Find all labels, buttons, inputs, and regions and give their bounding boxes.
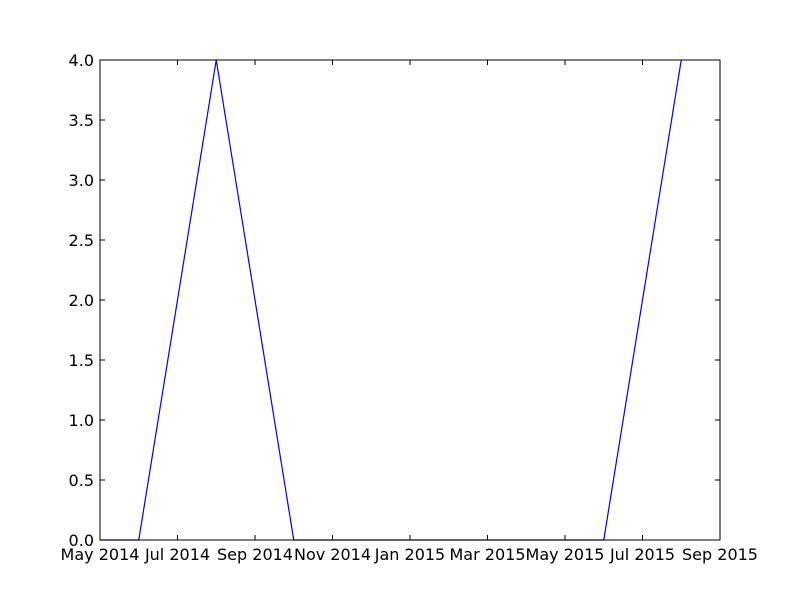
x-tick-label: May 2014 xyxy=(61,545,140,564)
y-tick-label: 3.0 xyxy=(69,171,94,190)
y-tick-label: 2.5 xyxy=(69,231,94,250)
y-tick-label: 1.5 xyxy=(69,351,94,370)
x-tick-label: Sep 2014 xyxy=(217,545,293,564)
y-tick-label: 0.5 xyxy=(69,471,94,490)
y-tick-label: 2.0 xyxy=(69,291,94,310)
x-tick-label: Jan 2015 xyxy=(374,545,445,564)
x-tick-label: Jul 2015 xyxy=(609,545,675,564)
y-tick-label: 1.0 xyxy=(69,411,94,430)
x-tick-label: May 2015 xyxy=(526,545,605,564)
y-tick-label: 0.0 xyxy=(69,531,94,550)
x-tick-label: Mar 2015 xyxy=(450,545,526,564)
y-tick-label: 4.0 xyxy=(69,51,94,70)
x-tick-label: Jul 2014 xyxy=(144,545,210,564)
x-tick-label: Nov 2014 xyxy=(294,545,371,564)
y-tick-label: 3.5 xyxy=(69,111,94,130)
x-tick-label: Sep 2015 xyxy=(682,545,758,564)
